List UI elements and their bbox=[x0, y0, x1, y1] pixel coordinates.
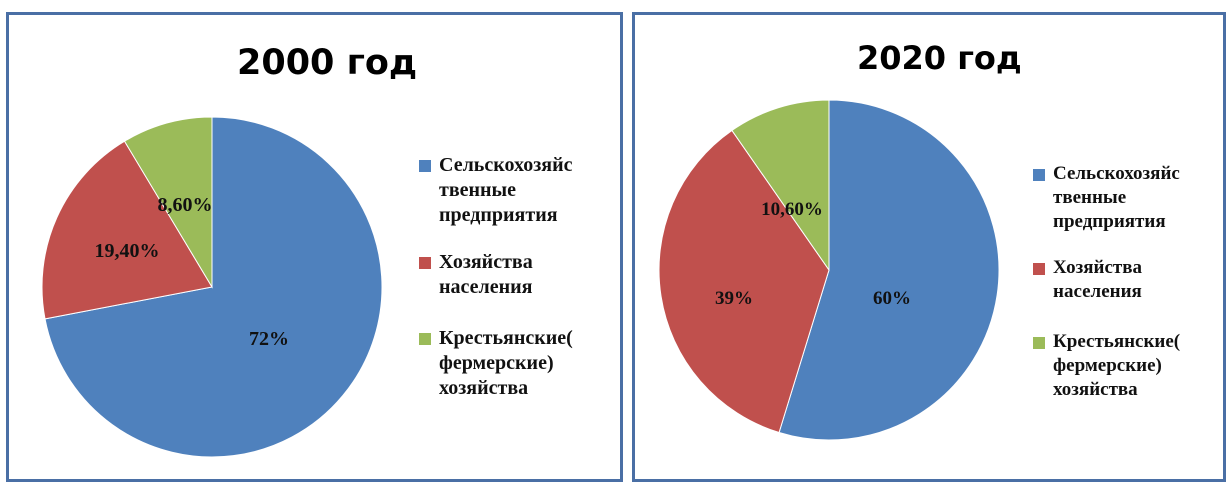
legend-line: фермерские) bbox=[1053, 355, 1162, 376]
pie-slice-agricultural-enterprises bbox=[778, 99, 1000, 441]
legend-swatch-blue bbox=[1033, 169, 1045, 181]
legend-2020: Сельскохозяйс твенные предприятия Хозяйс… bbox=[1033, 162, 1223, 424]
legend-line: Сельскохозяйс bbox=[439, 154, 573, 176]
legend-item-households: Хозяйства населения bbox=[1033, 256, 1223, 304]
chart-title-2000: 2000 год bbox=[237, 43, 418, 83]
data-label-households: 39% bbox=[715, 288, 753, 309]
legend-swatch-blue bbox=[419, 160, 431, 172]
legend-item-agricultural-enterprises: Сельскохозяйс твенные предприятия bbox=[1033, 162, 1223, 234]
legend-line: Крестьянские( bbox=[439, 327, 573, 349]
data-label-farms: 8,60% bbox=[158, 194, 213, 216]
legend-line: предприятия bbox=[439, 204, 558, 226]
pie-chart-2000: 72% 19,40% 8,60% bbox=[41, 116, 383, 458]
legend-line: предприятия bbox=[1053, 211, 1166, 232]
legend-line: фермерские) bbox=[439, 352, 554, 374]
data-label-households: 19,40% bbox=[95, 240, 160, 262]
pie-slice-households bbox=[41, 140, 213, 320]
legend-swatch-green bbox=[1033, 337, 1045, 349]
legend-line: твенные bbox=[1053, 187, 1127, 208]
data-label-agricultural-enterprises: 60% bbox=[873, 288, 911, 309]
legend-line: твенные bbox=[439, 179, 517, 201]
legend-swatch-green bbox=[419, 333, 431, 345]
legend-line: населения bbox=[1053, 281, 1142, 302]
data-label-agricultural-enterprises: 72% bbox=[249, 328, 289, 350]
legend-line: хозяйства bbox=[439, 377, 529, 399]
pie-chart-2020: 60% 39% 10,60% bbox=[658, 99, 1000, 441]
chart-panel-2000: 2000 год 72% 19,40% 8,60% Сельскохозяйс тв… bbox=[6, 12, 623, 482]
pie-slice-farms bbox=[123, 116, 213, 289]
legend-line: Хозяйства bbox=[1053, 257, 1143, 278]
legend-line: Сельскохозяйс bbox=[1053, 163, 1180, 184]
legend-line: хозяйства bbox=[1053, 379, 1138, 400]
legend-swatch-red bbox=[1033, 263, 1045, 275]
chart-panel-2020: 2020 год 60% 39% 10,60% Сельскохозяйс твен… bbox=[632, 12, 1226, 482]
legend-line: Крестьянские( bbox=[1053, 331, 1181, 352]
legend-item-households: Хозяйства населения bbox=[419, 250, 619, 300]
pie-slice-households bbox=[658, 129, 830, 434]
legend-item-farms: Крестьянские( фермерские) хозяйства bbox=[419, 326, 619, 401]
pie-slice-farms bbox=[731, 99, 830, 272]
pie-slice-agricultural-enterprises bbox=[44, 116, 383, 458]
legend-line: населения bbox=[439, 276, 533, 298]
legend-item-agricultural-enterprises: Сельскохозяйс твенные предприятия bbox=[419, 153, 619, 228]
legend-line: Хозяйства bbox=[439, 251, 533, 273]
legend-2000: Сельскохозяйс твенные предприятия Хозяйс… bbox=[419, 153, 619, 423]
data-label-farms: 10,60% bbox=[761, 199, 823, 220]
legend-item-farms: Крестьянские( фермерские) хозяйства bbox=[1033, 330, 1223, 402]
chart-title-2020: 2020 год bbox=[857, 39, 1022, 77]
legend-swatch-red bbox=[419, 257, 431, 269]
